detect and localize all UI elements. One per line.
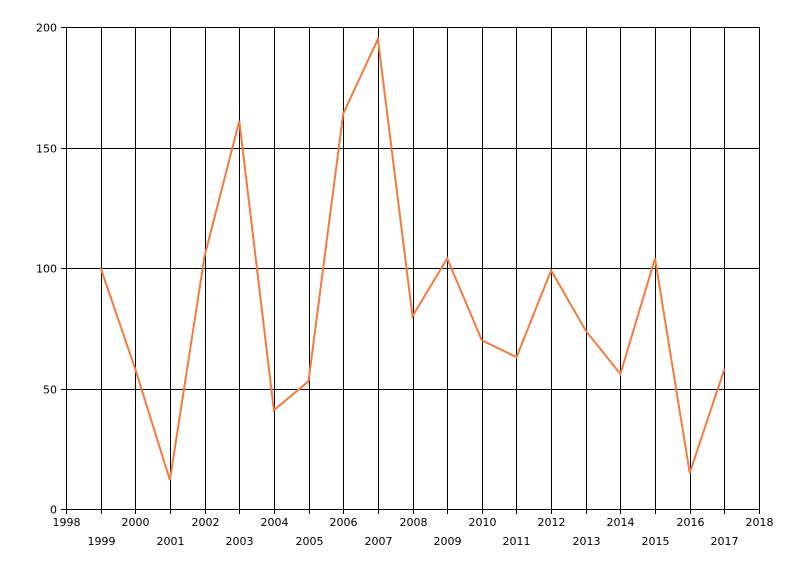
data-point	[273, 409, 275, 411]
data-point	[169, 479, 171, 481]
y-tick-label: 200	[36, 22, 57, 35]
x-tick-label: 2011	[503, 535, 531, 548]
x-tick-label: 2000	[122, 516, 150, 529]
x-tick-label: 2003	[226, 535, 254, 548]
y-tick-label: 150	[36, 143, 57, 156]
x-tick-label: 2004	[261, 516, 289, 529]
x-tick-label: 2007	[365, 535, 393, 548]
data-point	[100, 267, 102, 269]
x-tick-label: 2008	[400, 516, 428, 529]
data-point	[585, 330, 587, 332]
data-point	[654, 257, 656, 259]
data-point	[412, 315, 413, 317]
x-tick-label: 1998	[53, 516, 81, 529]
data-point	[619, 373, 621, 375]
data-point	[377, 38, 379, 40]
data-point	[516, 356, 517, 358]
data-point	[481, 339, 483, 341]
x-tick-label: 2001	[157, 535, 185, 548]
data-point	[134, 368, 136, 370]
data-point	[723, 368, 725, 370]
y-tick-label: 50	[43, 384, 57, 397]
y-tick-label: 100	[36, 263, 57, 276]
x-tick-label: 2018	[746, 516, 774, 529]
data-point	[550, 269, 552, 271]
x-tick-label: 1999	[88, 535, 116, 548]
x-tick-label: 2016	[677, 516, 705, 529]
x-tick-label: 2002	[192, 516, 220, 529]
y-tick-label: 0	[50, 504, 57, 517]
series-layer	[99, 35, 726, 481]
x-tick-label: 2005	[296, 535, 324, 548]
x-tick-label: 2006	[330, 516, 358, 529]
x-tick-label: 2010	[469, 516, 497, 529]
series-line	[99, 35, 726, 481]
x-tick-label: 2017	[711, 535, 739, 548]
x-tick-label: 2013	[573, 535, 601, 548]
x-tick-label: 2014	[607, 516, 635, 529]
tick-labels: 1998199920002001200220032004200520062007…	[36, 22, 774, 549]
data-point	[204, 255, 206, 257]
data-point	[238, 120, 240, 122]
axes	[61, 27, 760, 514]
data-point	[689, 472, 691, 474]
grid	[66, 27, 760, 509]
data-point	[342, 113, 344, 115]
x-tick-label: 2009	[434, 535, 462, 548]
x-tick-label: 2012	[538, 516, 566, 529]
data-point	[446, 257, 448, 259]
series-0	[99, 35, 726, 481]
x-tick-label: 2015	[642, 535, 670, 548]
data-point	[308, 380, 309, 382]
